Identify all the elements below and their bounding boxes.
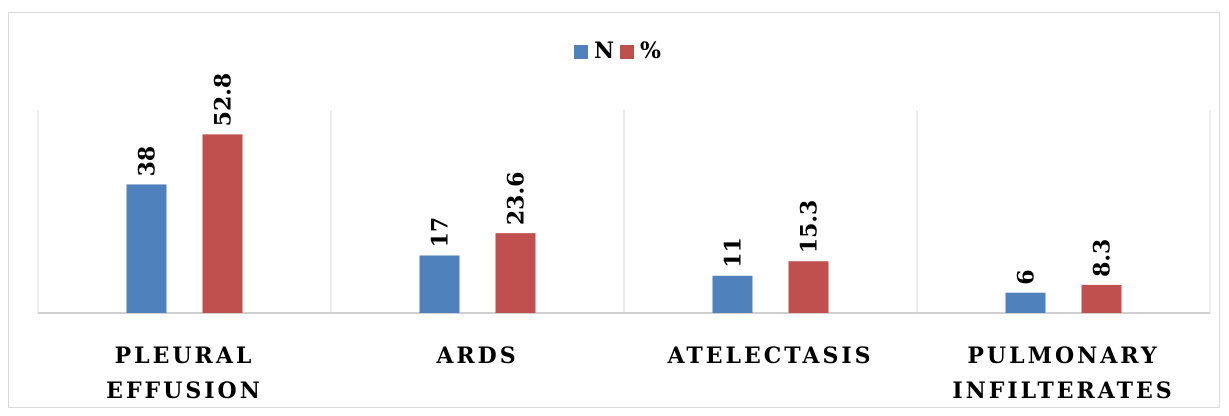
data-label: 11 bbox=[721, 237, 747, 268]
bar-n bbox=[419, 255, 460, 313]
data-label: 17 bbox=[428, 217, 454, 248]
bar-percent bbox=[495, 233, 536, 313]
category-label: PULMONARY bbox=[967, 343, 1159, 369]
bar-n bbox=[712, 275, 753, 313]
bar-percent bbox=[1081, 284, 1122, 313]
bar-percent bbox=[788, 261, 829, 313]
legend-swatch bbox=[620, 45, 634, 59]
bar-n bbox=[1005, 292, 1046, 313]
legend-label: % bbox=[640, 38, 661, 64]
data-label: 8.3 bbox=[1090, 239, 1116, 277]
category-label: ATELECTASIS bbox=[666, 343, 873, 369]
bar-percent bbox=[202, 134, 243, 313]
bar-n bbox=[126, 184, 167, 313]
legend-label: N bbox=[594, 38, 614, 64]
data-label: 6 bbox=[1014, 269, 1040, 284]
category-label: EFFUSION bbox=[106, 378, 263, 404]
data-label: 23.6 bbox=[504, 172, 530, 226]
data-label: 15.3 bbox=[797, 200, 823, 254]
data-label: 38 bbox=[135, 146, 161, 177]
category-label: ARDS bbox=[435, 343, 518, 369]
data-label: 52.8 bbox=[211, 73, 237, 127]
category-label: INFILTERATES bbox=[952, 378, 1174, 404]
category-label: PLEURAL bbox=[115, 343, 255, 369]
legend-swatch bbox=[574, 45, 588, 59]
